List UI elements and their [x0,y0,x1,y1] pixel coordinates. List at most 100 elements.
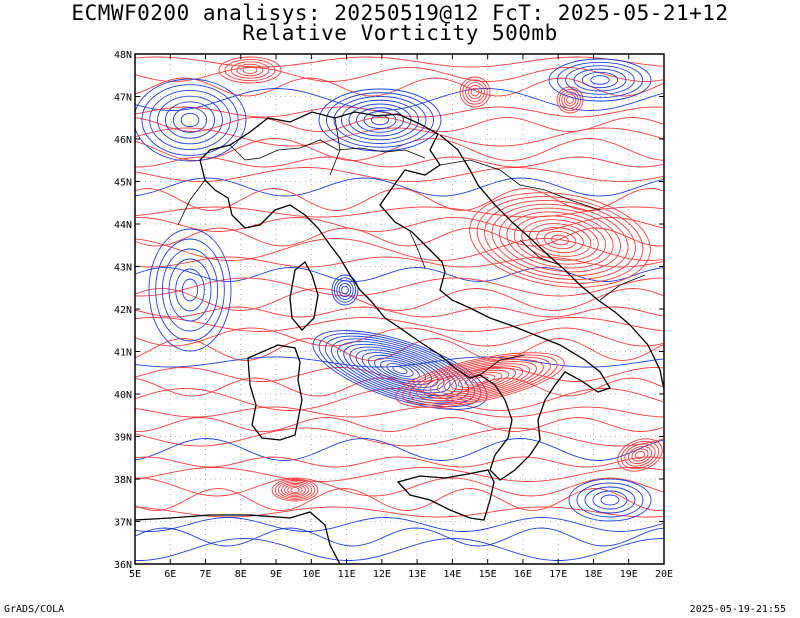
lat-label: 38N [114,475,132,486]
negative-contour [148,228,232,352]
positive-contour [498,207,622,273]
positive-contour [624,443,656,467]
coastlines [135,111,664,564]
positive-contour [135,488,664,511]
positive-contour [631,448,649,462]
lat-label: 40N [114,390,132,401]
sardinia-coastline [247,344,303,441]
positive-contour [536,226,584,254]
positive-contour [135,317,664,332]
positive-contour [521,219,599,261]
negative-contour [581,71,619,89]
negative-contour [548,58,652,102]
negative-contour [135,527,664,547]
lat-label: 39N [114,433,132,444]
negative-contour [135,78,247,162]
positive-contour [274,479,316,501]
positive-contour [218,56,282,84]
positive-contour [135,306,664,318]
positive-contour [135,227,664,247]
negative-contour [590,75,610,85]
negative-contour [149,89,231,151]
footer-credit: GrADS/COLA [4,604,65,615]
positive-contour [135,106,664,118]
positive-contour [284,484,306,496]
lon-label: 9E [270,569,282,580]
positive-contour [457,372,503,388]
positive-contour [563,93,577,107]
lat-label: 41N [114,348,132,359]
positive-contour [135,327,664,347]
positive-contour [135,67,664,82]
lon-label: 6E [164,569,176,580]
positive-contour [528,223,592,257]
positive-contour [617,438,663,472]
lon-label: 10E [302,569,320,580]
lat-label: 47N [114,93,132,104]
positive-contour [627,445,653,465]
negative-contour [380,360,420,380]
negative-contour [600,494,620,506]
negative-contour [556,61,644,99]
lon-label: 18E [584,569,602,580]
map-title: ECMWF0200 analisys: 20250519@12 FcT: 202… [71,1,729,25]
lat-label: 36N [114,560,132,571]
positive-contour [135,406,664,418]
positive-contour [135,77,664,97]
positive-contour [395,352,565,408]
negative-contour [318,88,442,152]
positive-contour [416,358,544,402]
negative-contour [157,95,223,145]
axis-ticks [134,53,665,565]
negative-contour [367,354,433,386]
positive-contour [135,188,664,211]
negative-contour [135,177,664,197]
positive-contour [135,206,664,218]
negative-contour [180,112,200,128]
negative-contour [135,438,664,461]
lon-label: 12E [373,569,391,580]
negative-contour [338,282,352,298]
positive-contour [135,56,664,68]
positive-contour [620,440,660,470]
positive-contour [543,230,577,250]
positive-contour [236,63,264,77]
positive-contour [224,58,276,82]
positive-contour [135,467,664,482]
negative-contour [341,285,349,295]
lat-label: 45N [114,178,132,189]
positive-contour [135,506,664,518]
positive-contour [280,482,310,498]
negative-contour [371,114,389,126]
lat-label: 46N [114,135,132,146]
negative-contour [161,248,219,332]
positive-contour [551,234,569,246]
lat-label: 37N [114,518,132,529]
positive-contour [135,417,664,432]
africa-coastline [135,511,341,564]
lon-label: 20E [655,569,673,580]
positive-contour [635,451,645,459]
positive-contour [467,84,483,100]
negative-contour [355,349,445,391]
positive-contour [135,138,664,161]
positive-contour [242,66,258,74]
negative-contour [168,258,212,322]
negative-contour [373,357,427,383]
positive-contour [558,88,582,112]
lon-label: 7E [200,569,212,580]
positive-contour [491,203,629,277]
lon-label: 5E [129,569,141,580]
positive-contour [469,192,651,288]
negative-contour [155,238,225,342]
negative-contour [135,538,664,561]
longitude-labels: 5E 6E 7E 8E 9E 10E 11E 12E 13E 14E 15E 16E 17E 18E 19E… [129,569,673,580]
positive-contour [135,427,664,447]
country-borders [177,117,646,376]
positive-contour [430,363,530,397]
sicily-coastline [396,469,495,521]
lon-label: 14E [443,569,461,580]
corsica-coastline [289,261,319,331]
negative-contour [172,107,208,133]
